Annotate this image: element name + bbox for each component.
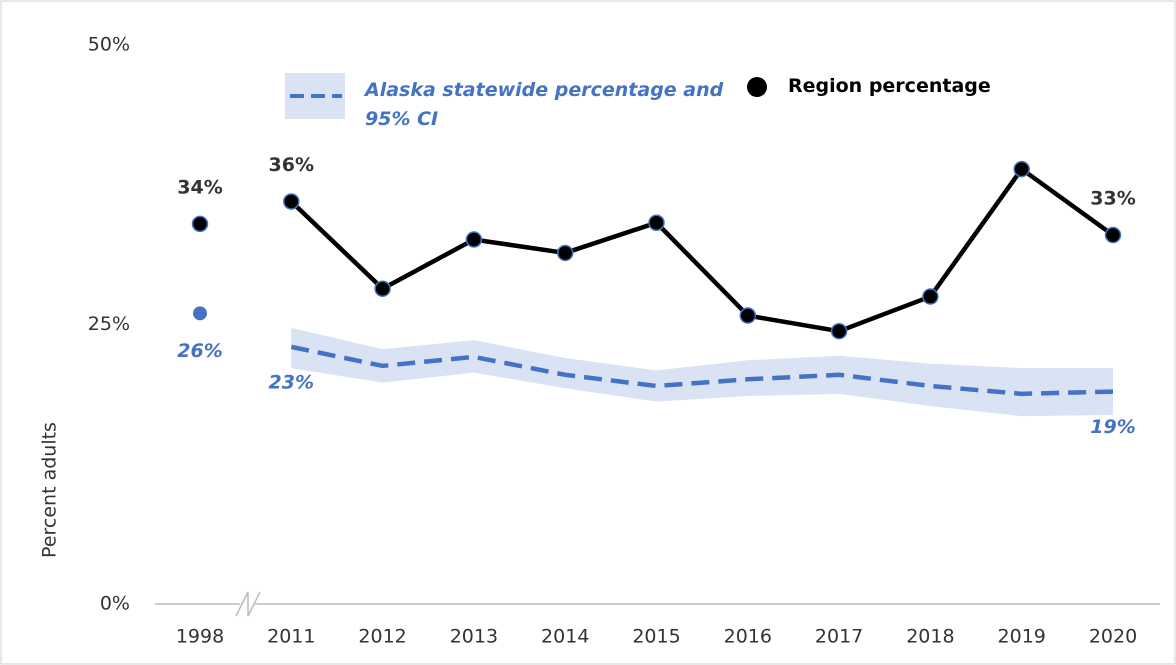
y-tick-label: 50% xyxy=(88,34,130,56)
x-tick-label: 2017 xyxy=(815,626,863,648)
point xyxy=(648,214,665,232)
point xyxy=(1104,226,1122,244)
point xyxy=(1013,160,1030,178)
legend-label: Alaska statewide percentage and 95% CI xyxy=(365,79,724,130)
point xyxy=(830,322,848,340)
axis-break xyxy=(235,591,261,617)
data-label: 33% xyxy=(1090,188,1135,210)
x-tick-label: 2013 xyxy=(450,626,498,648)
x-tick-label: 2020 xyxy=(1089,626,1137,648)
data-label: 19% xyxy=(1090,416,1135,438)
ci-band xyxy=(291,327,1113,417)
point xyxy=(556,244,574,262)
legend-label: Region percentage xyxy=(788,75,991,97)
x-tick-label: 2016 xyxy=(724,626,772,648)
x-tick-label: 2012 xyxy=(358,626,406,648)
y-tick-label: 25% xyxy=(88,313,130,335)
data-label: 36% xyxy=(269,154,314,176)
point xyxy=(739,307,757,324)
point xyxy=(283,193,300,210)
series-line xyxy=(290,344,1114,397)
data-label: 23% xyxy=(269,371,314,393)
point xyxy=(465,231,483,248)
x-tick-label: 2011 xyxy=(267,626,315,648)
legend-dot xyxy=(747,77,767,97)
x-tick-label: 2018 xyxy=(906,626,954,648)
point xyxy=(922,288,939,305)
x-tick-label: 2015 xyxy=(632,626,680,648)
point xyxy=(191,215,209,233)
data-label: 26% xyxy=(177,340,222,362)
y-axis-label: Percent adults xyxy=(39,422,61,558)
x-tick-label: 2014 xyxy=(541,626,589,648)
x-tick-label: 2019 xyxy=(998,626,1046,648)
point xyxy=(374,280,391,297)
point xyxy=(193,306,207,321)
x-tick-label: 1998 xyxy=(176,626,224,648)
series-line xyxy=(289,165,1115,334)
data-label: 34% xyxy=(177,176,222,198)
y-tick-label: 0% xyxy=(100,593,130,615)
